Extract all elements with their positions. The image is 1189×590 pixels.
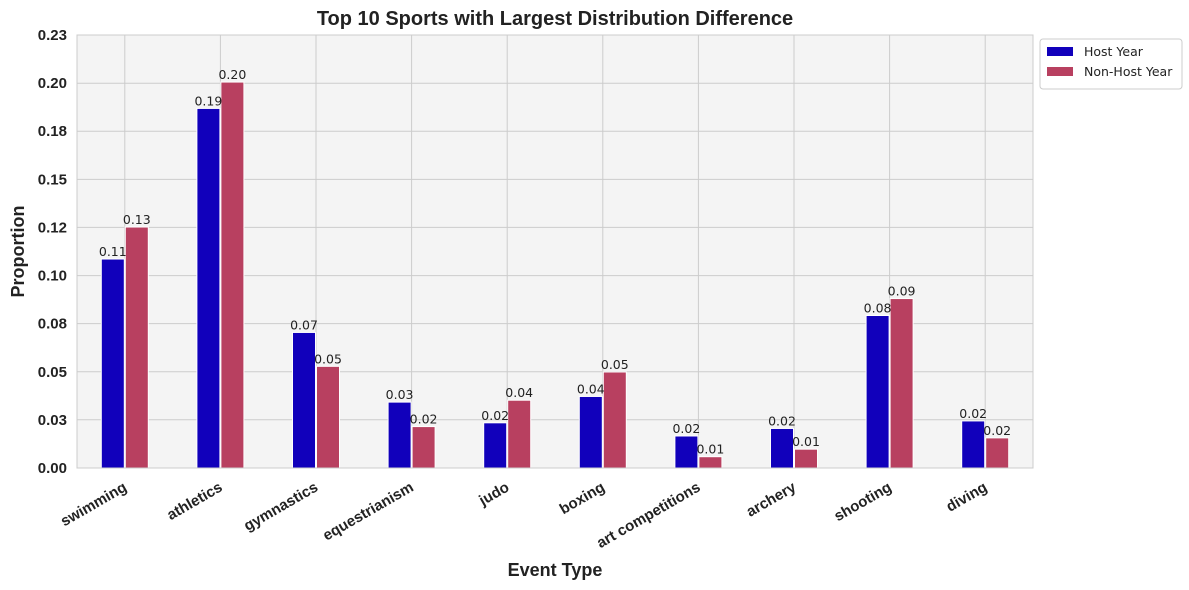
legend-label: Host Year <box>1084 44 1144 59</box>
legend-box <box>1039 38 1183 90</box>
bar-non-host-year <box>889 298 914 469</box>
y-tick-label: 0.03 <box>38 412 67 429</box>
x-tick-label: athletics <box>164 479 225 524</box>
legend-label: Non-Host Year <box>1084 64 1173 79</box>
bars <box>100 81 1010 469</box>
bar-non-host-year <box>411 426 436 469</box>
bar-host-year <box>483 422 508 469</box>
x-tick-label: gymnastics <box>241 479 321 535</box>
data-label: 0.02 <box>768 413 796 428</box>
y-tick-label: 0.10 <box>38 268 67 285</box>
y-tick-label: 0.12 <box>38 219 67 236</box>
data-label: 0.05 <box>601 357 629 372</box>
data-label: 0.02 <box>481 408 509 423</box>
data-label: 0.02 <box>983 423 1011 438</box>
data-label: 0.20 <box>218 67 246 82</box>
data-label: 0.09 <box>888 284 916 299</box>
plot-frame <box>76 34 1034 469</box>
data-label: 0.19 <box>194 93 222 108</box>
data-label: 0.07 <box>290 317 318 332</box>
y-tick-label: 0.15 <box>38 171 67 188</box>
x-tick-label: swimming <box>58 479 130 530</box>
bar-non-host-year <box>316 365 340 469</box>
bar-host-year <box>865 315 890 469</box>
bar-host-year <box>100 258 125 469</box>
data-label: 0.11 <box>99 244 127 259</box>
data-label: 0.05 <box>314 351 342 366</box>
data-label: 0.13 <box>123 212 151 227</box>
y-tick-label: 0.08 <box>38 316 67 333</box>
x-tick-label: art competitions <box>594 479 704 552</box>
data-label: 0.04 <box>577 381 605 396</box>
y-axis-label: Proportion <box>8 206 28 298</box>
data-label: 0.01 <box>696 442 724 457</box>
y-tick-label: 0.00 <box>38 460 67 477</box>
y-tick-labels: 0.00 0.03 0.05 0.08 0.10 0.12 0.15 0.18 0.20 0.23 <box>38 27 67 477</box>
y-tick-label: 0.20 <box>38 75 67 92</box>
data-label: 0.01 <box>792 434 820 449</box>
bar-non-host-year <box>602 371 627 469</box>
x-tick-label: shooting <box>831 479 894 525</box>
bar-host-year <box>387 401 412 469</box>
bar-host-year <box>196 107 221 469</box>
data-label: 0.04 <box>505 385 533 400</box>
bar-host-year <box>961 420 986 469</box>
y-tick-label: 0.05 <box>38 364 67 381</box>
bar-host-year <box>578 395 603 469</box>
x-tick-label: diving <box>943 479 990 516</box>
data-label: 0.08 <box>864 301 892 316</box>
bar-host-year <box>292 331 316 469</box>
x-tick-label: archery <box>744 478 800 520</box>
x-tick-label: boxing <box>557 479 608 518</box>
legend-swatch <box>1047 67 1073 76</box>
data-label: 0.02 <box>959 406 987 421</box>
y-tick-label: 0.23 <box>38 27 67 44</box>
x-axis-label: Event Type <box>508 560 603 580</box>
y-tick-label: 0.18 <box>38 123 67 140</box>
legend-swatch <box>1047 47 1073 56</box>
bar-non-host-year <box>794 448 818 469</box>
chart-title: Top 10 Sports with Largest Distribution … <box>317 8 793 30</box>
bar-non-host-year <box>698 456 723 469</box>
legend: Host Year Non-Host Year <box>1039 38 1183 90</box>
x-tick-labels: swimming athletics gymnastics equestrianism… <box>58 478 990 551</box>
bar-non-host-year <box>985 437 1010 469</box>
bar-host-year <box>770 427 794 469</box>
x-tick-label: judo <box>475 479 512 510</box>
data-label: 0.03 <box>386 387 414 402</box>
bar-non-host-year <box>124 226 149 469</box>
data-label: 0.02 <box>672 421 700 436</box>
data-labels: 0.11 0.19 0.07 0.03 0.02 0.04 0.02 0.02 0.08 0.02… <box>99 67 1011 457</box>
bar-host-year <box>674 435 699 469</box>
data-label: 0.02 <box>410 412 438 427</box>
x-tick-label: equestrianism <box>320 479 417 545</box>
bar-non-host-year <box>220 81 245 469</box>
bar-non-host-year <box>507 399 532 469</box>
